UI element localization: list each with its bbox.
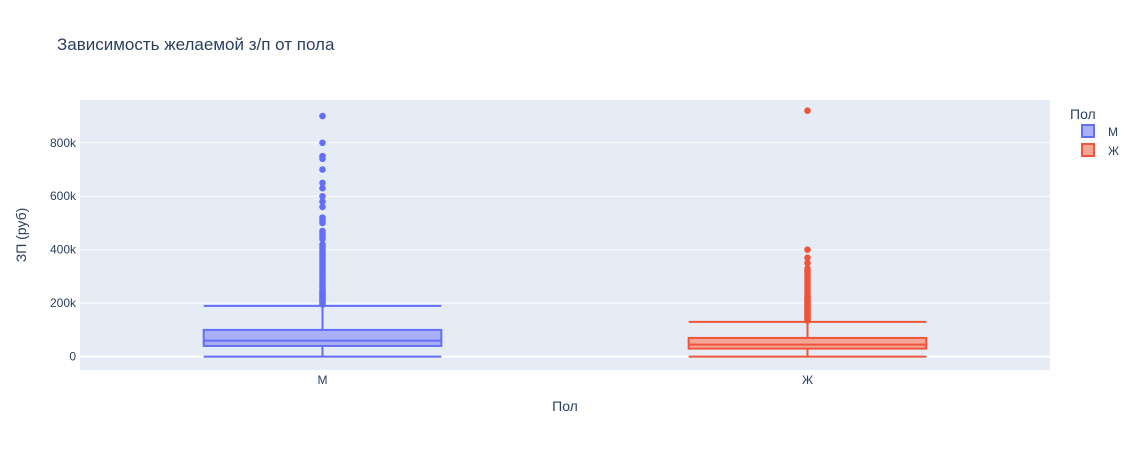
outlier-point[interactable] bbox=[319, 214, 326, 221]
outlier-point[interactable] bbox=[319, 112, 326, 120]
box-iqr[interactable] bbox=[687, 336, 928, 350]
y-tick-label: 0 bbox=[69, 350, 76, 364]
y-tick-labels: 0 200k 400k 600k 800k bbox=[50, 136, 77, 364]
box-series-1[interactable] bbox=[202, 112, 443, 358]
outlier-point[interactable] bbox=[804, 259, 811, 267]
legend-item[interactable]: М bbox=[1081, 124, 1118, 139]
legend-item[interactable]: Ж bbox=[1081, 143, 1119, 158]
outlier-point[interactable] bbox=[319, 192, 326, 200]
legend-label: Ж bbox=[1108, 144, 1119, 158]
legend-title: Пол bbox=[1070, 106, 1096, 122]
y-tick-label: 800k bbox=[50, 136, 77, 150]
box-iqr[interactable] bbox=[202, 328, 443, 347]
outlier-point[interactable] bbox=[319, 184, 326, 192]
chart-title: Зависимость желаемой з/п от пола bbox=[57, 35, 335, 54]
outlier-point[interactable] bbox=[319, 198, 326, 205]
legend-swatch bbox=[1081, 143, 1095, 157]
outlier-point[interactable] bbox=[319, 241, 326, 248]
outlier-point[interactable] bbox=[319, 203, 326, 211]
legend[interactable]: Пол МЖ bbox=[1070, 106, 1119, 158]
outlier-point[interactable] bbox=[319, 227, 326, 235]
y-axis-title: ЗП (руб) bbox=[13, 208, 29, 263]
x-tick-label: Ж bbox=[802, 373, 813, 387]
outlier-point[interactable] bbox=[319, 152, 326, 160]
legend-swatch bbox=[1081, 124, 1095, 138]
outlier-point[interactable] bbox=[804, 265, 811, 272]
outlier-point[interactable] bbox=[804, 254, 811, 262]
legend-label: М bbox=[1108, 125, 1118, 139]
y-tick-label: 600k bbox=[50, 189, 77, 203]
box-series-2[interactable] bbox=[687, 107, 928, 358]
outlier-point[interactable] bbox=[319, 166, 326, 173]
y-tick-label: 400k bbox=[50, 243, 77, 257]
plot-area bbox=[80, 100, 1050, 370]
y-tick-label: 200k bbox=[50, 296, 77, 310]
box-series-layer bbox=[202, 107, 928, 358]
outlier-point[interactable] bbox=[319, 179, 326, 187]
x-axis-title: Пол bbox=[552, 398, 578, 414]
x-tick-label: М bbox=[318, 373, 328, 387]
outlier-point[interactable] bbox=[804, 107, 811, 114]
outlier-point[interactable] bbox=[804, 246, 811, 254]
outlier-point[interactable] bbox=[319, 139, 326, 147]
